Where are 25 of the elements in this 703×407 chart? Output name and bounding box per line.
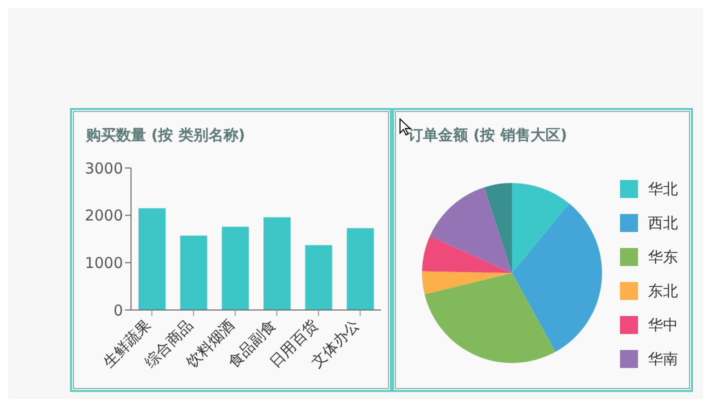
chart-title: 订单金额 (按 销售大区) bbox=[408, 126, 568, 145]
bar bbox=[346, 228, 374, 310]
legend-label: 华东 bbox=[648, 248, 678, 266]
pie-slice bbox=[422, 236, 512, 273]
bar bbox=[264, 217, 290, 310]
pie-slice bbox=[512, 183, 570, 273]
legend-label: 西北 bbox=[648, 214, 678, 232]
y-tick-label: 0 bbox=[113, 301, 123, 320]
y-tick-label: 2000 bbox=[84, 206, 123, 225]
legend-label: 华北 bbox=[648, 180, 678, 198]
bar bbox=[305, 245, 332, 310]
legend-label: 华南 bbox=[648, 350, 678, 368]
chart-title: 购买数量 (按 类别名称) bbox=[86, 126, 246, 145]
pie-slice bbox=[484, 183, 512, 273]
y-tick-label: 3000 bbox=[84, 159, 123, 178]
y-tick-label: 1000 bbox=[84, 254, 123, 272]
pie-slice bbox=[512, 204, 602, 352]
pie-slice bbox=[424, 273, 556, 363]
pie-slice bbox=[430, 187, 512, 273]
pie-slice bbox=[422, 271, 512, 294]
bar bbox=[180, 236, 208, 310]
bar bbox=[222, 226, 249, 310]
bar bbox=[138, 208, 166, 310]
legend-label: 华中 bbox=[648, 316, 678, 334]
legend-label: 东北 bbox=[648, 282, 678, 300]
